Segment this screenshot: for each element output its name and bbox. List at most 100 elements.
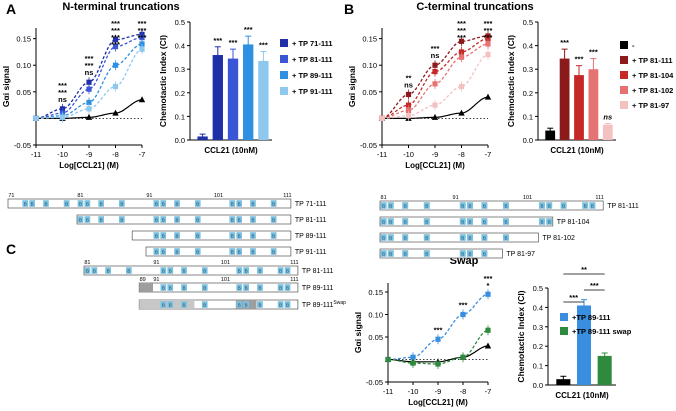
- constructs-c-residue-glyph: B: [203, 303, 206, 308]
- B_bar-significance-label: ns: [603, 112, 612, 121]
- A_bar-bar: [243, 44, 254, 140]
- B_bar-legend-label: + TP 81-102: [632, 86, 673, 95]
- C_dose-y-tick-label: 0.10: [368, 311, 383, 320]
- constructs-a-residue-number: 111: [283, 193, 291, 199]
- constructs-b-residue-glyph: B: [548, 204, 551, 209]
- constructs-a-residue-box: [98, 200, 104, 207]
- constructs-c-residue-glyph: B: [245, 303, 248, 308]
- constructs-b-residue-box: [560, 202, 567, 209]
- constructs-b-residue-glyph: B: [591, 204, 594, 209]
- constructs-b-residue-box: [589, 202, 596, 209]
- constructs-b-residue-glyph: B: [382, 236, 385, 241]
- constructs-a-residue-box: [153, 200, 160, 207]
- constructs-c-residue-box: [243, 301, 249, 308]
- constructs-b-residue-glyph: B: [483, 252, 486, 257]
- constructs-b-residue-glyph: B: [404, 204, 407, 209]
- constructs-c-residue-number: 89: [140, 277, 146, 283]
- B_dose-significance-label: ***: [431, 44, 440, 53]
- A_dose-significance-label: ***: [111, 19, 120, 28]
- B_dose-x-tick-label: -8: [458, 150, 465, 159]
- B_dose-data-point: [379, 115, 385, 122]
- constructs-b-residue-box: [387, 234, 394, 241]
- A_dose-y-tick-label: 0.05: [16, 88, 31, 97]
- B_bar-bar: [574, 75, 584, 140]
- constructs-c-residue-glyph: B: [127, 269, 130, 274]
- B_bar-bar: [602, 124, 613, 140]
- constructs-a-bar: [76, 214, 292, 225]
- constructs-c-residue-glyph: B: [183, 286, 186, 291]
- constructs-c-residue-glyph: B: [238, 269, 241, 274]
- constructs-c-residue-box: [167, 284, 174, 291]
- constructs-b-residue-box: [467, 250, 473, 257]
- constructs-c-residue-glyph: B: [238, 303, 241, 308]
- constructs-a-residue-glyph: B: [162, 218, 165, 223]
- constructs-a-residue-glyph: B: [162, 234, 165, 239]
- constructs-a-residue-glyph: B: [176, 250, 179, 255]
- constructs-c-residue-box: [84, 267, 91, 274]
- constructs-a-residue-glyph: B: [155, 218, 158, 223]
- constructs-a-residue-glyph: B: [155, 250, 158, 255]
- A_dose-y-label: Gαi signal: [1, 66, 11, 107]
- constructs-a-residue-box: [153, 248, 160, 255]
- C_bar-y-label: Chemotactic Index (CI): [516, 290, 526, 382]
- C_bar-y-tick-label: 0.5: [533, 284, 543, 293]
- C_dose-y-label: Gαi signal: [353, 312, 363, 353]
- constructs-b-residue-box: [402, 202, 409, 209]
- constructs-a-residue-glyph: B: [251, 250, 254, 255]
- constructs-b-residue-box: [380, 234, 387, 241]
- constructs-a-residue-box: [153, 216, 160, 223]
- A_dose-chart: N-terminal truncations -0.05 0.05 0.10 0.15 -…: [1, 1, 180, 170]
- A_bar-legend-swatch: [280, 39, 288, 47]
- constructs-a-residue-number: 91: [146, 193, 152, 199]
- constructs-c-residue-box: [160, 301, 167, 308]
- B_dose-data-point: [405, 91, 412, 98]
- C_bar-y-tick-label: 0.3: [533, 323, 543, 332]
- A_dose-significance-label: ***: [138, 33, 147, 42]
- C_dose-y-tick-label: 0.05: [368, 333, 383, 342]
- A_dose-data-point: [59, 114, 66, 120]
- constructs-b-residue-glyph: B: [468, 236, 471, 241]
- constructs-b-residue-box: [467, 202, 473, 209]
- constructs-a-residue-glyph: B: [155, 202, 158, 207]
- constructs-c-residue-box: [167, 301, 174, 308]
- constructs-b-residue-glyph: B: [548, 220, 551, 225]
- constructs-a-residue-box: [236, 248, 242, 255]
- constructs-b-residue-glyph: B: [461, 220, 464, 225]
- constructs-b-bar: [379, 216, 554, 227]
- constructs-c-residue-box: [236, 284, 243, 291]
- constructs-b-residue-box: [546, 202, 553, 209]
- constructs-b-residue-box: [380, 218, 387, 225]
- constructs-b-residue-glyph: B: [389, 236, 392, 241]
- C_bar-y-tick-label: 0.0: [533, 381, 543, 390]
- constructs-a-residue-glyph: B: [238, 202, 241, 207]
- constructs-c-residue-number: 111: [290, 277, 298, 283]
- constructs-b-residue-box: [459, 218, 466, 225]
- A_bar-y-label: Chemotactic Index (CI): [158, 35, 168, 127]
- A_dose-x-tick-label: -10: [57, 150, 68, 159]
- A_dose-data-point: [85, 113, 93, 120]
- A_dose-significance-label: ***: [85, 54, 94, 63]
- A_bar-significance-label: ***: [259, 41, 268, 50]
- A_dose-data-point: [112, 37, 119, 43]
- B_dose-data-point: [458, 38, 465, 44]
- constructs-b-residue-box: [423, 250, 430, 257]
- B_dose-data-point: [485, 51, 491, 58]
- constructs-b-residue-glyph: B: [483, 204, 486, 209]
- constructs-b-residue-number: 111: [595, 195, 603, 201]
- constructs-b-residue-glyph: B: [562, 204, 565, 209]
- C_dose-data-point: [460, 354, 466, 360]
- A_dose-x-tick-label: -11: [31, 150, 41, 159]
- constructs-b-residue-glyph: B: [468, 204, 471, 209]
- constructs-c-residue-glyph: B: [86, 269, 89, 274]
- constructs-c-residue-box: [277, 284, 284, 291]
- A_dose-data-point: [86, 99, 92, 106]
- A_dose-significance-label: ***: [85, 61, 94, 70]
- A_dose-data-point: [112, 83, 119, 90]
- B_bar-legend-label: + TP 81-97: [632, 101, 669, 110]
- constructs-c-residue-box: [126, 267, 132, 274]
- B_bar-y-tick-label: 0.5: [523, 18, 533, 27]
- constructs-c-residue-box: [181, 284, 187, 291]
- B_bar-y-tick-label: 0.2: [523, 89, 533, 98]
- A_dose-data-point: [112, 44, 119, 50]
